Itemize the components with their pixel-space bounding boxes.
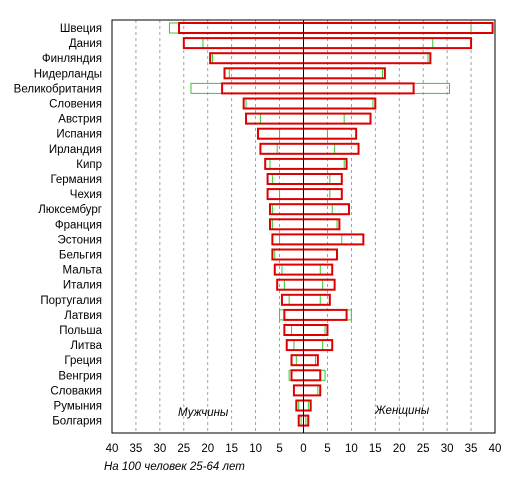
- x-tick-label: 35: [465, 443, 478, 455]
- bar: [271, 203, 333, 215]
- bar: [257, 127, 358, 140]
- category-label: Германия: [50, 174, 102, 186]
- men-side-label: Мужчины: [178, 407, 229, 419]
- x-tick-labels: 40 35 30 25 20 15 10 5 0 5 10 15 20 25 30 35 40: [106, 443, 502, 455]
- bar: [221, 82, 415, 95]
- x-tick-label: 40: [489, 443, 502, 455]
- category-label: Чехия: [70, 189, 102, 201]
- bar: [259, 113, 345, 125]
- bar: [290, 354, 319, 367]
- category-label: Польша: [59, 325, 102, 337]
- bar: [242, 97, 377, 110]
- category-label: Дания: [69, 38, 102, 50]
- category-label: Литва: [70, 340, 102, 352]
- bar: [209, 52, 432, 65]
- bar: [285, 339, 334, 352]
- bar: [178, 22, 494, 34]
- bars: [168, 22, 494, 427]
- x-tick-label: 10: [345, 443, 358, 455]
- category-label: Эстония: [57, 234, 102, 246]
- bar: [292, 384, 322, 397]
- category-label: Кипр: [76, 159, 102, 171]
- bar: [279, 188, 331, 200]
- bar: [290, 369, 322, 382]
- x-tick-label: 5: [324, 443, 330, 455]
- x-tick-label: 30: [153, 443, 166, 455]
- bar: [266, 173, 343, 185]
- bar: [245, 112, 372, 125]
- bar: [293, 384, 319, 396]
- bar: [264, 157, 348, 170]
- bar: [271, 173, 331, 185]
- bar: [288, 294, 321, 306]
- bar: [168, 22, 472, 34]
- x-tick-label: 30: [441, 443, 454, 455]
- bar: [293, 339, 324, 351]
- x-tick-label: 25: [177, 443, 190, 455]
- bar: [271, 233, 365, 246]
- category-label: Мальта: [63, 265, 103, 277]
- grid: [135, 20, 472, 433]
- category-label: Великобритания: [14, 83, 102, 95]
- category-label: Бельгия: [59, 250, 102, 262]
- bar: [280, 293, 331, 306]
- category-label: Люксембург: [38, 204, 102, 216]
- category-label: Австрия: [58, 114, 102, 126]
- category-label: Латвия: [64, 310, 102, 322]
- bar: [190, 82, 451, 94]
- bar: [276, 143, 336, 155]
- x-tick-label: 40: [106, 443, 119, 455]
- bar: [266, 188, 343, 201]
- category-label: Нидерланды: [34, 68, 102, 80]
- x-tick-label: 25: [417, 443, 430, 455]
- category-label: Греция: [64, 355, 102, 367]
- bar: [182, 37, 473, 50]
- bar: [281, 264, 321, 276]
- category-label: Венгрия: [58, 370, 102, 382]
- category-label: Финляндия: [42, 53, 102, 65]
- category-label: Румыния: [54, 401, 102, 413]
- category-label: Франция: [55, 219, 102, 231]
- category-label: Болгария: [52, 416, 102, 428]
- bar: [202, 37, 434, 49]
- bar: [259, 142, 360, 155]
- bar: [223, 67, 386, 80]
- bar: [276, 278, 336, 291]
- x-axis-label: На 100 человек 25-64 лет: [104, 461, 245, 473]
- bar: [228, 67, 383, 79]
- bar: [283, 324, 329, 336]
- category-label: Словения: [49, 99, 102, 111]
- category-label: Испания: [56, 129, 102, 141]
- x-tick-label: 5: [276, 443, 282, 455]
- category-label: Ирландия: [49, 144, 102, 156]
- x-tick-label: 20: [201, 443, 214, 455]
- category-label: Португалия: [40, 295, 102, 307]
- bar: [268, 203, 350, 216]
- category-labels: Швеция Дания Финляндия Нидерланды Великобрит…: [14, 23, 103, 428]
- x-tick-label: 35: [130, 443, 143, 455]
- bar: [279, 309, 352, 321]
- category-label: Словакия: [50, 385, 102, 397]
- bar: [268, 218, 341, 231]
- bar: [291, 324, 326, 336]
- bar: [295, 354, 316, 366]
- bar: [269, 158, 345, 170]
- bar: [283, 308, 348, 321]
- bar: [212, 52, 429, 64]
- bar: [271, 248, 339, 261]
- x-tick-label: 15: [225, 443, 238, 455]
- x-tick-label: 0: [300, 443, 306, 455]
- women-side-label: Женщины: [374, 405, 430, 417]
- x-tick-label: 10: [249, 443, 262, 455]
- category-label: Швеция: [60, 23, 102, 35]
- x-tick-label: 15: [369, 443, 382, 455]
- x-tick-label: 20: [393, 443, 406, 455]
- bar: [245, 98, 374, 109]
- bar: [279, 233, 343, 245]
- category-label: Италия: [63, 280, 102, 292]
